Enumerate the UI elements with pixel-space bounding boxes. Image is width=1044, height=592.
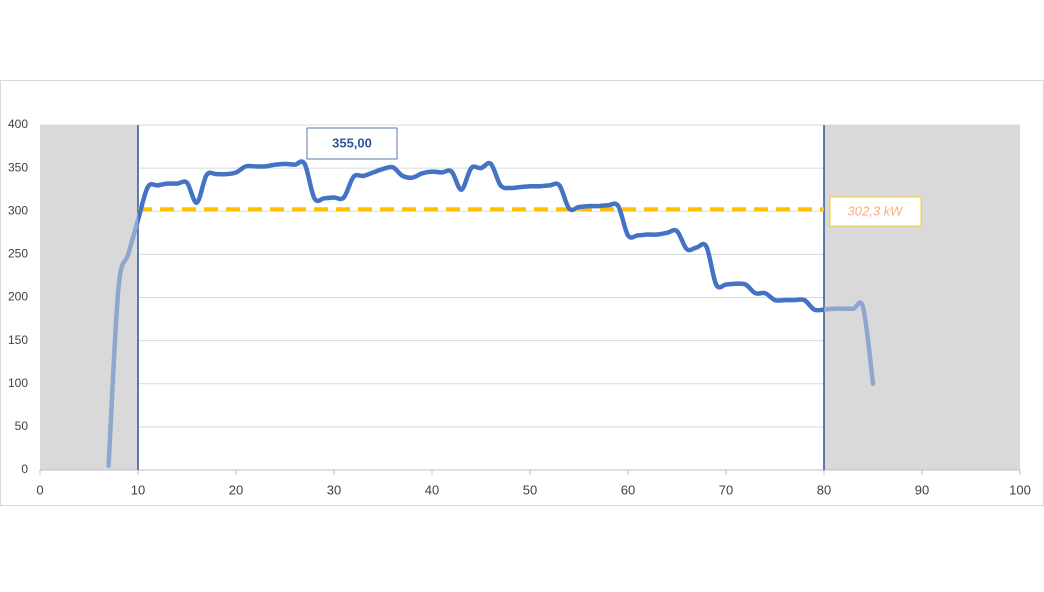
reference-label: 302,3 kW — [848, 203, 905, 218]
x-tick-label: 30 — [327, 482, 341, 497]
reference-label-box — [829, 196, 922, 227]
y-tick-label: 400 — [8, 117, 28, 131]
y-tick-label: 0 — [21, 462, 28, 476]
x-tick-label: 70 — [719, 482, 733, 497]
y-tick-label: 350 — [8, 160, 28, 174]
x-tick-label: 0 — [36, 482, 43, 497]
annotation-box — [306, 127, 398, 160]
x-tick-label: 20 — [229, 482, 243, 497]
annotation-label: 355,00 — [332, 135, 372, 150]
y-tick-label: 300 — [8, 203, 28, 217]
y-tick-label: 100 — [8, 376, 28, 390]
x-tick-label: 90 — [915, 482, 929, 497]
x-tick-label: 60 — [621, 482, 635, 497]
x-tick-label: 10 — [131, 482, 145, 497]
x-tick-label: 50 — [523, 482, 537, 497]
x-tick-label: 80 — [817, 482, 831, 497]
data-line — [106, 159, 876, 468]
y-tick-label: 250 — [8, 247, 28, 261]
x-tick-label: 100 — [1009, 482, 1031, 497]
y-tick-label: 200 — [8, 290, 28, 304]
x-tick-label: 40 — [425, 482, 439, 497]
y-tick-label: 50 — [15, 419, 29, 433]
y-tick-label: 150 — [8, 333, 28, 347]
